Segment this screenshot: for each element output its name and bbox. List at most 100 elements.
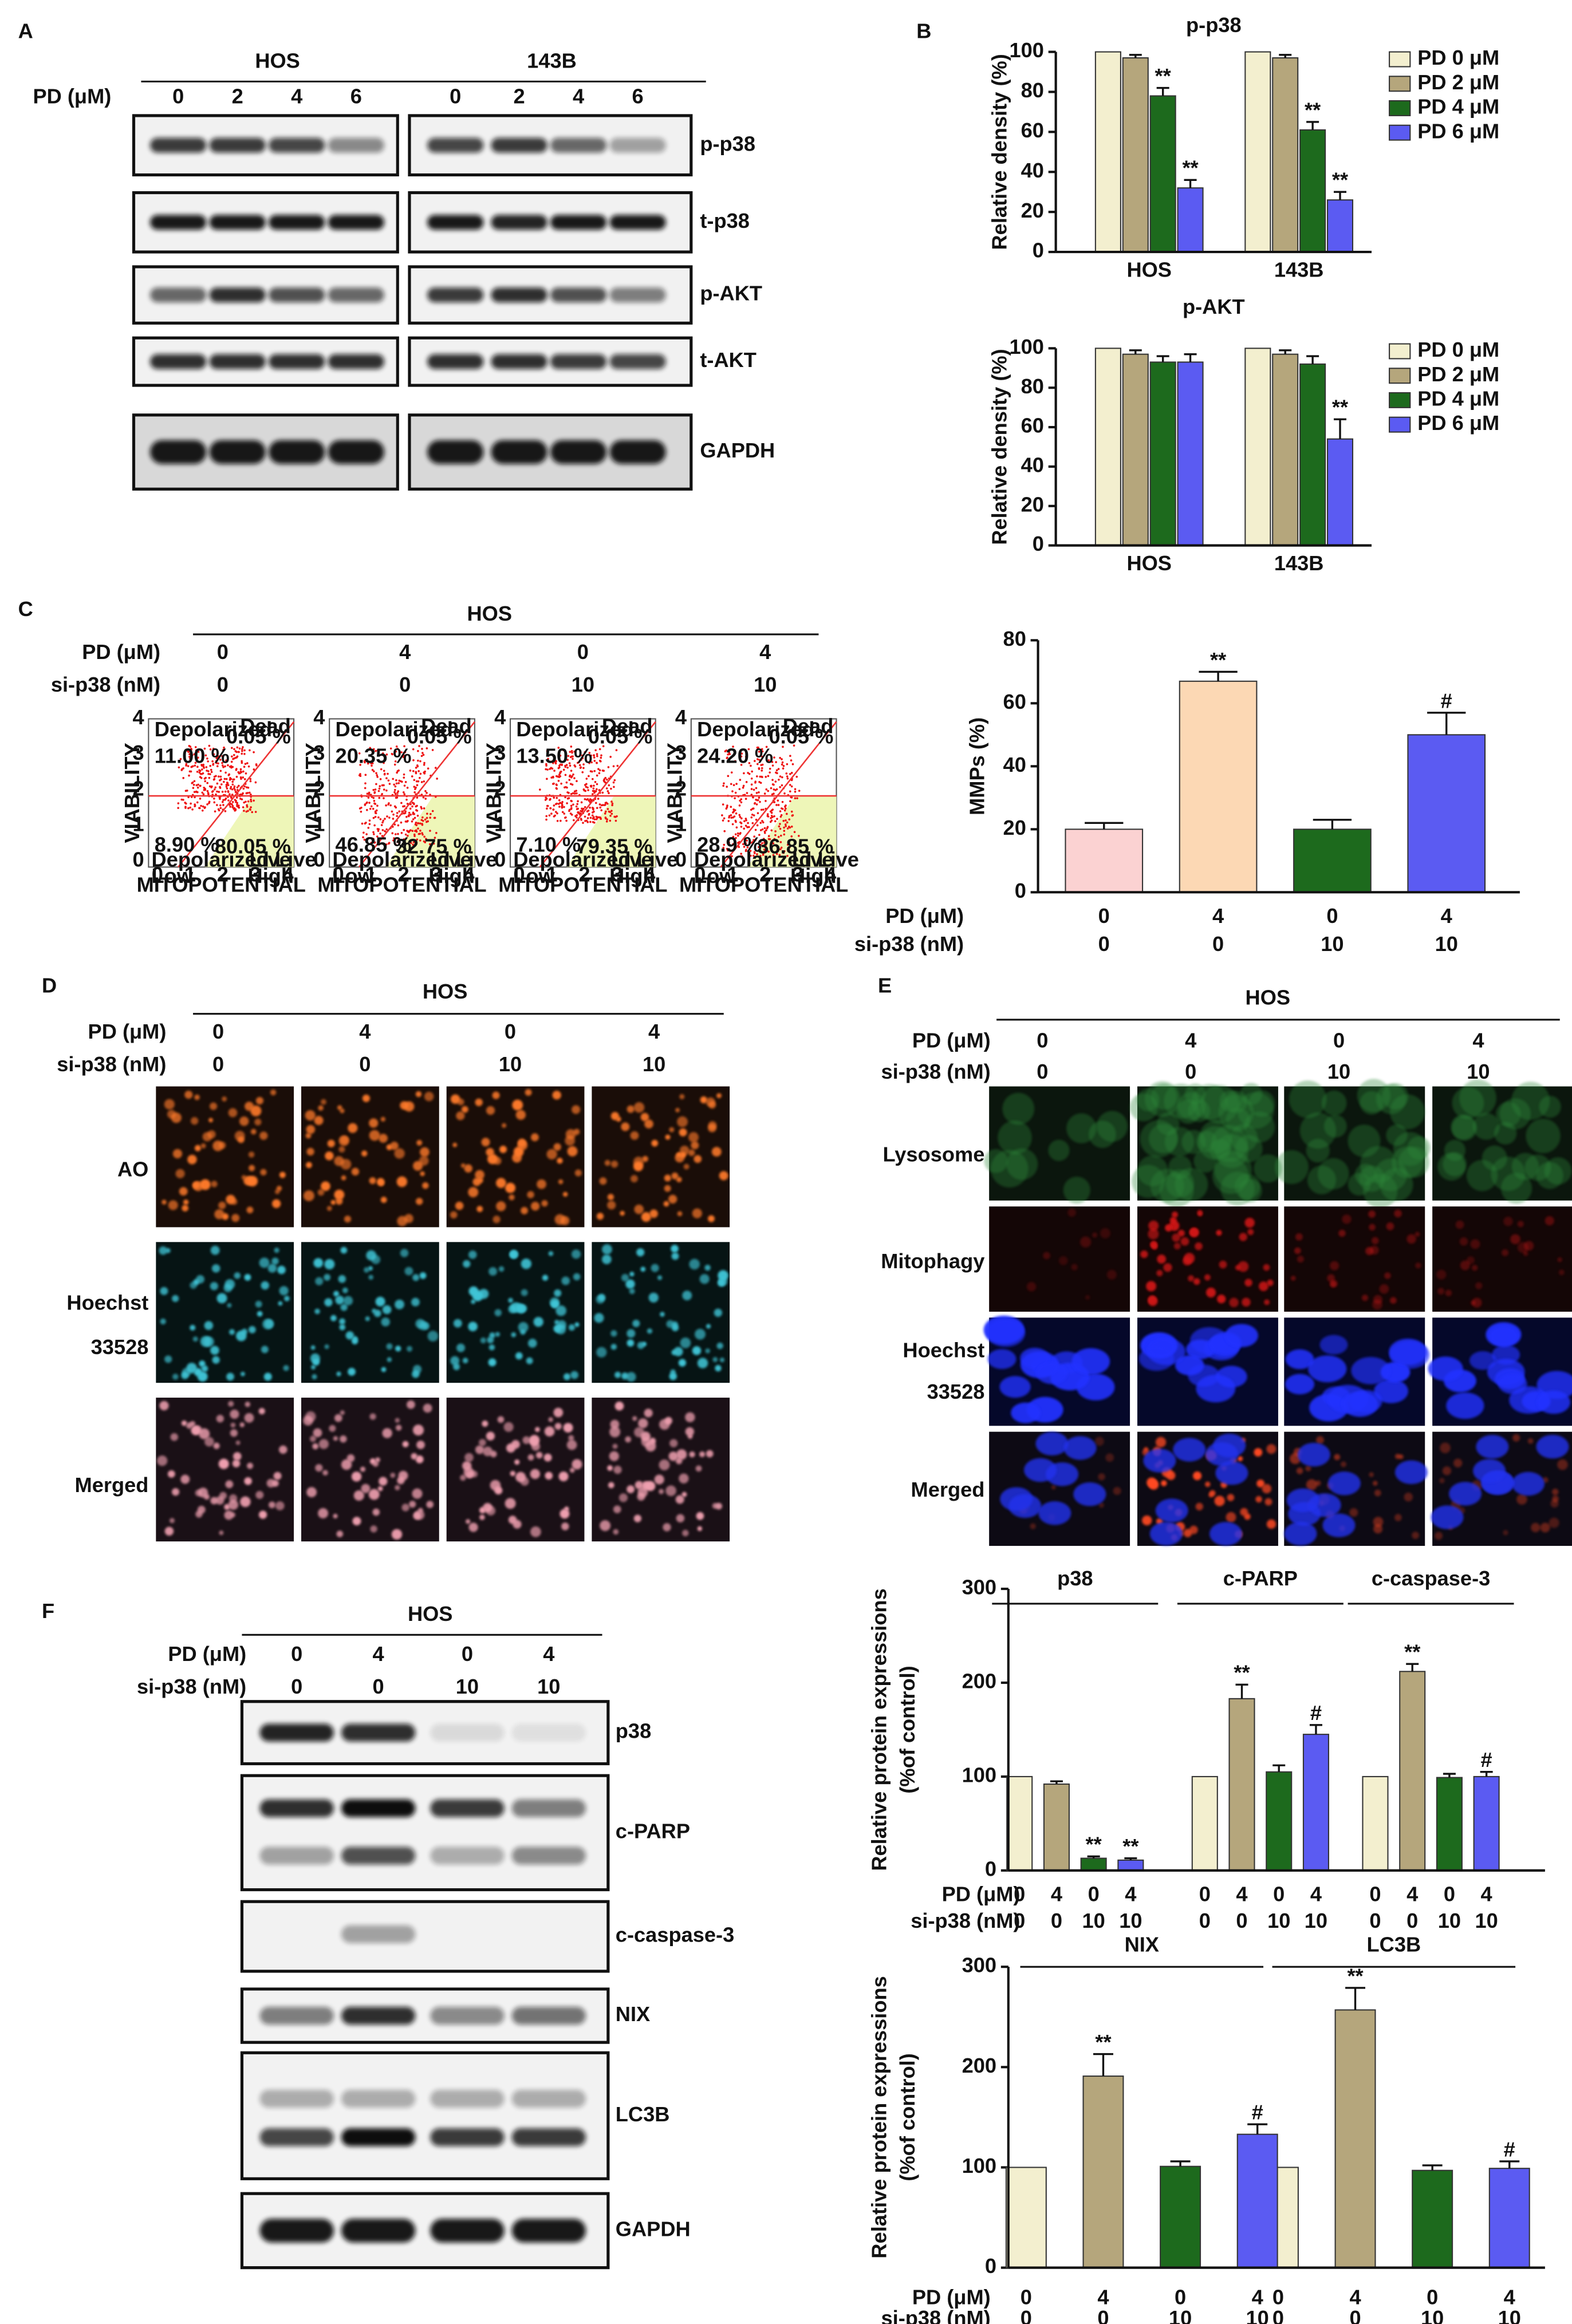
event-dot: [594, 802, 597, 804]
condition-value: 4: [1236, 1882, 1247, 1905]
event-dot: [233, 785, 236, 788]
cell: [1503, 1530, 1508, 1536]
cell: [380, 1197, 387, 1204]
event-dot: [219, 804, 222, 807]
cell: [1415, 1232, 1420, 1237]
cell: [1071, 1348, 1110, 1375]
event-dot: [773, 788, 775, 791]
bar: [1043, 1784, 1070, 1871]
legend-label: PD 4 μM: [1417, 387, 1499, 411]
cell: [327, 1139, 335, 1147]
event-dot: [759, 843, 762, 846]
scale-tick: 1: [494, 812, 506, 835]
event-dot: [215, 760, 218, 762]
event-dot: [589, 784, 592, 787]
cell: [632, 1416, 637, 1421]
condition-value: 10: [1267, 1909, 1290, 1932]
event-dot: [403, 745, 405, 748]
cell: [1255, 1496, 1262, 1503]
condition-value: 0: [1021, 2306, 1032, 2324]
bar: [1488, 2168, 1530, 2268]
event-dot: [779, 848, 782, 851]
blot-band: [149, 215, 207, 230]
lane-label: 4: [573, 84, 584, 108]
event-dot: [238, 784, 240, 787]
y-tick-label: 40: [1003, 753, 1026, 776]
cell: [312, 1374, 317, 1380]
event-dot: [780, 807, 783, 810]
cell: [558, 1179, 564, 1185]
event-dot: [758, 750, 761, 753]
cell: [315, 1277, 324, 1285]
cell: [1140, 1250, 1148, 1258]
event-dot: [765, 800, 767, 802]
cell: [279, 1171, 286, 1178]
blot-band: [209, 137, 266, 153]
event-dot: [417, 827, 419, 830]
cell: [508, 1305, 517, 1313]
event-dot: [416, 784, 419, 787]
blot-band: [341, 1925, 416, 1943]
event-dot: [787, 826, 790, 828]
event-dot: [362, 836, 364, 839]
bar: [1326, 199, 1354, 253]
event-dot: [555, 775, 558, 778]
cell: [614, 1371, 621, 1378]
cell: [488, 1267, 498, 1276]
cell: [572, 1459, 582, 1470]
cell: [415, 1510, 425, 1520]
event-dot: [565, 781, 568, 784]
cell: [677, 1211, 683, 1217]
cell: [407, 1400, 415, 1409]
condition-value: 0: [505, 1020, 516, 1043]
cell: [1147, 1338, 1185, 1365]
event-dot: [734, 760, 736, 763]
event-dot: [758, 846, 760, 849]
event-dot: [609, 811, 612, 814]
micrograph: [592, 1398, 730, 1542]
event-dot: [213, 801, 216, 804]
event-dot: [180, 769, 183, 771]
cell: [311, 1364, 316, 1370]
quadrant-value: 0.05 %: [407, 725, 472, 748]
event-dot: [434, 767, 437, 769]
cell: [341, 1459, 352, 1470]
event-dot: [785, 807, 787, 810]
scale-tick: 2: [217, 862, 228, 886]
event-dot: [201, 809, 204, 812]
scale-tick: 1: [727, 862, 738, 886]
cell: [216, 1293, 227, 1304]
event-dot: [374, 815, 377, 818]
annotation: **: [1086, 1833, 1102, 1856]
event-dot: [182, 799, 184, 801]
event-dot: [539, 788, 541, 791]
event-dot: [247, 765, 250, 768]
cell: [475, 1098, 483, 1106]
bar: [1122, 353, 1149, 546]
blot-band: [259, 1799, 334, 1817]
cell: [1415, 1262, 1421, 1269]
event-dot: [412, 841, 415, 843]
event-dot: [590, 761, 593, 764]
cell: [466, 1470, 474, 1479]
cell: [1205, 1287, 1216, 1298]
event-dot: [239, 770, 242, 773]
event-dot: [246, 806, 249, 808]
event-dot: [761, 767, 763, 770]
cell: [706, 1097, 715, 1107]
event-dot: [375, 783, 377, 786]
bar: [1244, 51, 1271, 253]
cell: [333, 1436, 338, 1441]
event-dot: [409, 829, 412, 831]
cell: [1214, 1496, 1225, 1506]
bar: [1122, 57, 1149, 253]
y-tick-label: 20: [1003, 816, 1026, 839]
event-dot: [434, 837, 436, 839]
cell: [634, 1204, 644, 1214]
event-dot: [381, 792, 383, 795]
event-dot: [594, 749, 597, 752]
cell: [651, 1264, 659, 1272]
cell: [637, 1341, 645, 1350]
event-dot: [201, 758, 204, 761]
cell: [573, 1273, 581, 1281]
